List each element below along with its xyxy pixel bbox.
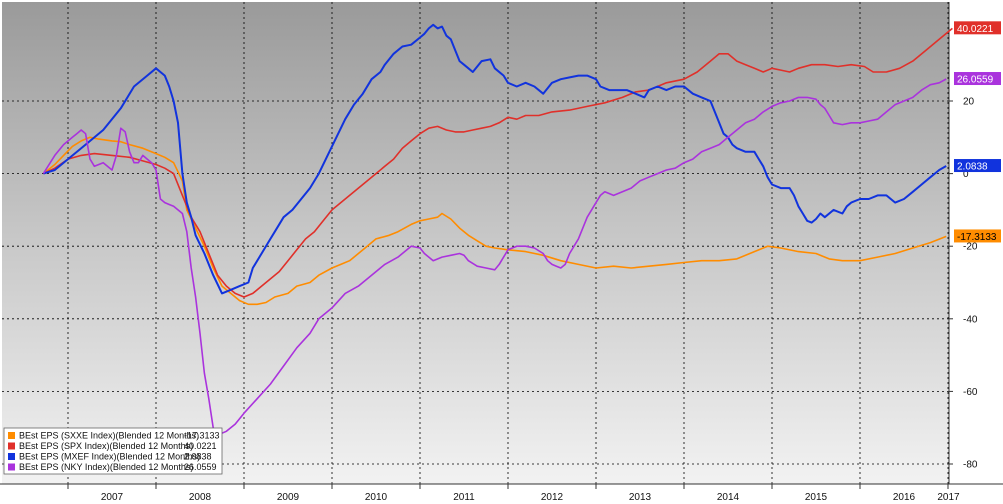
y-tick-label: 0	[963, 169, 969, 180]
legend-box	[3, 427, 223, 475]
legend-label: BEst EPS (SXXE Index)(Blended 12 Months)	[19, 431, 199, 441]
last-value-label: 2.0838	[954, 159, 1001, 173]
legend-label: BEst EPS (SPX Index)(Blended 12 Months)	[19, 441, 193, 451]
last-value-label: 26.0559	[954, 72, 1001, 86]
x-tick-label: 2013	[629, 492, 652, 503]
series-line	[43, 27, 953, 298]
last-value-text: 40.0221	[957, 24, 994, 35]
legend-entry: BEst EPS (NKY Index)(Blended 12 Months)2…	[8, 462, 217, 472]
legend-value: 2.0838	[184, 452, 212, 462]
series-line	[43, 23, 947, 295]
y-tick-label: -20	[963, 242, 978, 253]
legend-label: BEst EPS (MXEF Index)(Blended 12 Months)	[19, 452, 200, 462]
legend-value: -17.3133	[184, 431, 220, 441]
x-tick-label: 2011	[453, 492, 475, 503]
last-value-label: 40.0221	[954, 21, 1001, 35]
last-value-text: 2.0838	[957, 162, 988, 173]
y-tick-label: -60	[963, 387, 978, 398]
legend-value: 40.0221	[184, 441, 217, 451]
last-value-box	[954, 229, 1001, 243]
x-tick-label: 2016	[893, 492, 916, 503]
x-tick-label: 2014	[717, 492, 740, 503]
legend-entry: BEst EPS (SXXE Index)(Blended 12 Months)…	[8, 431, 220, 441]
x-tick-label: 2007	[101, 492, 124, 503]
series-line	[42, 136, 947, 306]
legend-label: BEst EPS (NKY Index)(Blended 12 Months)	[19, 462, 193, 472]
last-value-text: -17.3133	[957, 232, 997, 243]
y-tick-label: -40	[963, 314, 978, 325]
series-lines	[42, 23, 953, 436]
grid-lines	[2, 2, 949, 484]
x-tick-label: 2009	[277, 492, 300, 503]
last-value-label: -17.3133	[954, 229, 1001, 243]
legend-swatch	[8, 453, 15, 460]
legend-value: 26.0559	[184, 462, 217, 472]
legend-swatch	[8, 432, 15, 439]
series-line	[42, 78, 947, 436]
x-axis-area	[0, 484, 1003, 504]
plot-background	[2, 2, 949, 484]
legend: BEst EPS (SXXE Index)(Blended 12 Months)…	[3, 427, 223, 475]
legend-swatch	[8, 463, 15, 471]
x-tick-label: 2015	[805, 492, 828, 503]
x-tick-label: 2012	[541, 492, 564, 503]
x-axis-ticks: 2007 2008 2009 2010 2011 2012 2013 2014 2015 2016…	[67, 484, 960, 503]
last-value-text: 26.0559	[957, 75, 994, 86]
legend-entry: BEst EPS (SPX Index)(Blended 12 Months)4…	[8, 441, 217, 451]
last-value-box	[954, 72, 1001, 86]
x-tick-label: 2008	[189, 492, 212, 503]
last-value-box	[954, 159, 1001, 173]
y-tick-label: 20	[963, 97, 975, 108]
legend-entry: BEst EPS (MXEF Index)(Blended 12 Months)…	[8, 452, 212, 462]
x-tick-label: 2010	[365, 492, 388, 503]
last-value-labels: -17.3133 40.0221 2.0838 26.0559	[954, 21, 1001, 243]
x-tick-label: 2017	[937, 492, 960, 503]
y-axis-ticks: 20 0 -20 -40 -60 -80	[949, 97, 978, 471]
legend-swatch	[8, 442, 15, 450]
last-value-box	[954, 21, 1001, 35]
y-tick-label: -80	[963, 460, 978, 471]
